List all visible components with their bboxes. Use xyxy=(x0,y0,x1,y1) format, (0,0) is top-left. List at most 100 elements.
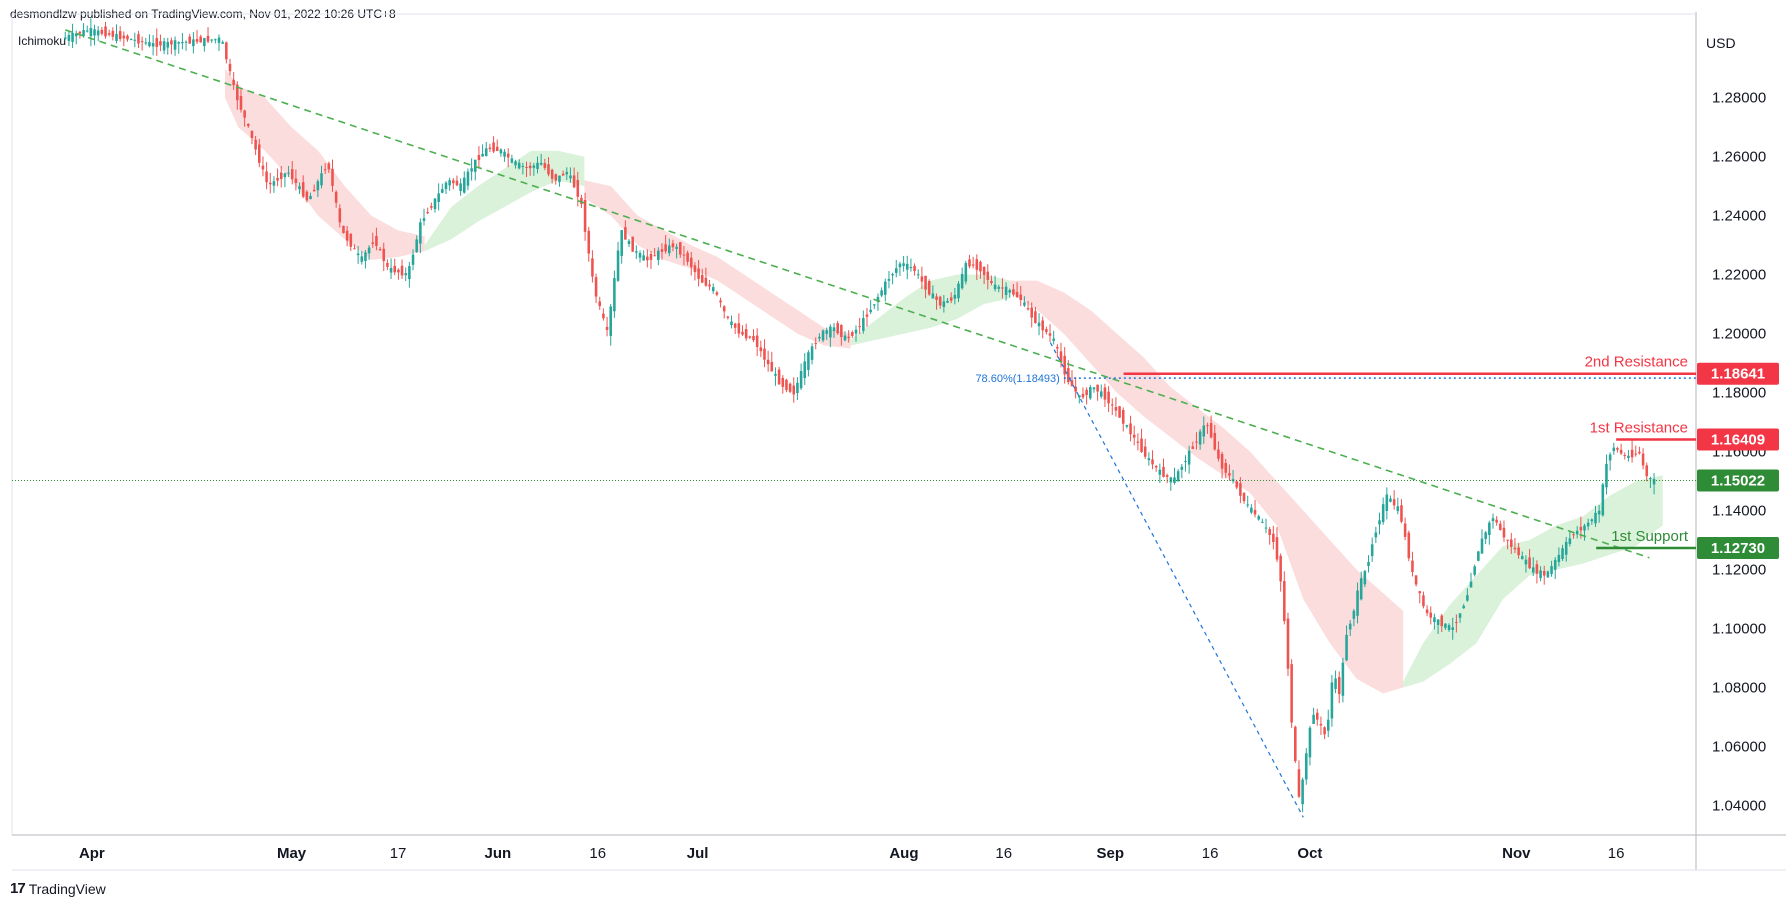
candle-body xyxy=(605,326,609,330)
candle-body xyxy=(1037,322,1041,327)
candle-body xyxy=(71,32,74,42)
candle-body xyxy=(393,265,397,273)
price-tick-label: 1.20000 xyxy=(1712,326,1766,343)
candle-body xyxy=(1286,618,1290,669)
candle-body xyxy=(700,274,704,283)
candle-body xyxy=(1553,559,1557,570)
candle-body xyxy=(1246,504,1249,506)
footer-brand[interactable]: 17 TradingView xyxy=(10,880,106,897)
candle-body xyxy=(334,191,338,203)
candle-body xyxy=(657,250,660,260)
candle-body xyxy=(770,361,774,372)
candle-body xyxy=(111,30,115,37)
candle-body xyxy=(935,296,938,300)
candle-body xyxy=(1374,532,1378,538)
candle-body xyxy=(1209,423,1213,438)
candle-body xyxy=(1370,544,1374,556)
candle-body xyxy=(1294,726,1297,762)
candle-body xyxy=(990,280,993,284)
candle-body xyxy=(137,34,140,44)
candle-body xyxy=(353,248,356,250)
candle-body xyxy=(715,292,719,295)
candle-body xyxy=(1253,509,1257,515)
candle-body xyxy=(1184,460,1187,462)
tradingview-logo-icon: 17 xyxy=(10,880,26,897)
candle-body xyxy=(1004,286,1008,295)
price-axis: 1.04000 1.06000 1.08000 1.10000 1.12000 1.140… xyxy=(1712,90,1766,815)
time-axis: Apr May 17 Jun 16 Jul Aug 16 Sep 16 Oct Nov 16 xyxy=(79,845,1625,862)
candle-body xyxy=(517,162,521,169)
candle-body xyxy=(448,180,451,186)
candle-body xyxy=(452,180,455,184)
candle-body xyxy=(177,42,181,44)
candle-body xyxy=(151,43,155,47)
candle-body xyxy=(968,259,971,267)
candle-body xyxy=(638,253,642,258)
time-tick-label: 16 xyxy=(995,845,1012,862)
candle-body xyxy=(356,253,360,256)
candle-body xyxy=(1447,625,1451,630)
candle-body xyxy=(986,271,990,280)
candle-body xyxy=(752,335,755,341)
candle-body xyxy=(225,42,228,60)
candle-body xyxy=(1506,539,1509,541)
candle-body xyxy=(905,263,909,270)
candle-body xyxy=(708,284,711,287)
candle-body xyxy=(847,336,850,339)
candle-body xyxy=(506,153,510,158)
candle-body xyxy=(558,175,561,183)
indicator-label[interactable]: Ichimoku xyxy=(18,34,67,48)
candle-body xyxy=(942,301,946,307)
candle-body xyxy=(415,239,418,252)
candle-body xyxy=(484,148,488,156)
candle-body xyxy=(1180,466,1184,470)
candle-body xyxy=(938,296,942,306)
candle-body xyxy=(803,361,807,379)
candle-body xyxy=(1502,527,1506,538)
candle-body xyxy=(1081,393,1085,398)
candle-body xyxy=(1143,446,1147,457)
candle-body xyxy=(851,332,854,336)
candle-body xyxy=(122,35,126,39)
price-tick-label: 1.26000 xyxy=(1712,149,1766,166)
candle-body xyxy=(927,281,931,295)
time-tick-label: 16 xyxy=(1202,845,1219,862)
candle-body xyxy=(499,149,503,154)
candle-body xyxy=(93,29,96,36)
candle-body xyxy=(1557,554,1561,563)
time-tick-label: Apr xyxy=(79,845,105,862)
candle-body xyxy=(642,255,645,261)
candle-body xyxy=(74,33,78,37)
candle-body xyxy=(1173,477,1176,483)
candle-body xyxy=(913,265,916,271)
candle-body xyxy=(1034,311,1037,323)
candle-body xyxy=(170,40,173,45)
candle-body xyxy=(1030,307,1033,318)
candle-body xyxy=(1473,566,1476,575)
candle-body xyxy=(1074,386,1077,392)
candle-body xyxy=(737,323,741,334)
candle-body xyxy=(697,268,700,279)
candle-body xyxy=(1154,465,1158,468)
candle-body xyxy=(594,277,598,297)
candle-body xyxy=(613,278,616,312)
candle-body xyxy=(1378,520,1381,525)
candle-body xyxy=(1619,449,1623,454)
candle-body xyxy=(598,301,602,307)
candle-body xyxy=(550,169,554,179)
candle-body xyxy=(1103,387,1107,400)
candle-body xyxy=(865,314,869,317)
candle-body xyxy=(1235,481,1239,488)
level-label-resistance: 1st Resistance xyxy=(1590,420,1688,437)
candle-body xyxy=(261,165,265,170)
candle-body xyxy=(411,254,415,265)
candle-body xyxy=(82,30,85,37)
candle-body xyxy=(115,33,118,41)
candle-body xyxy=(470,168,473,172)
candle-body xyxy=(1198,431,1202,445)
price-tag-resistance: 1.16409 xyxy=(1711,432,1765,449)
candle-body xyxy=(1572,534,1575,536)
candle-body xyxy=(1641,453,1645,466)
candle-body xyxy=(1250,507,1253,513)
